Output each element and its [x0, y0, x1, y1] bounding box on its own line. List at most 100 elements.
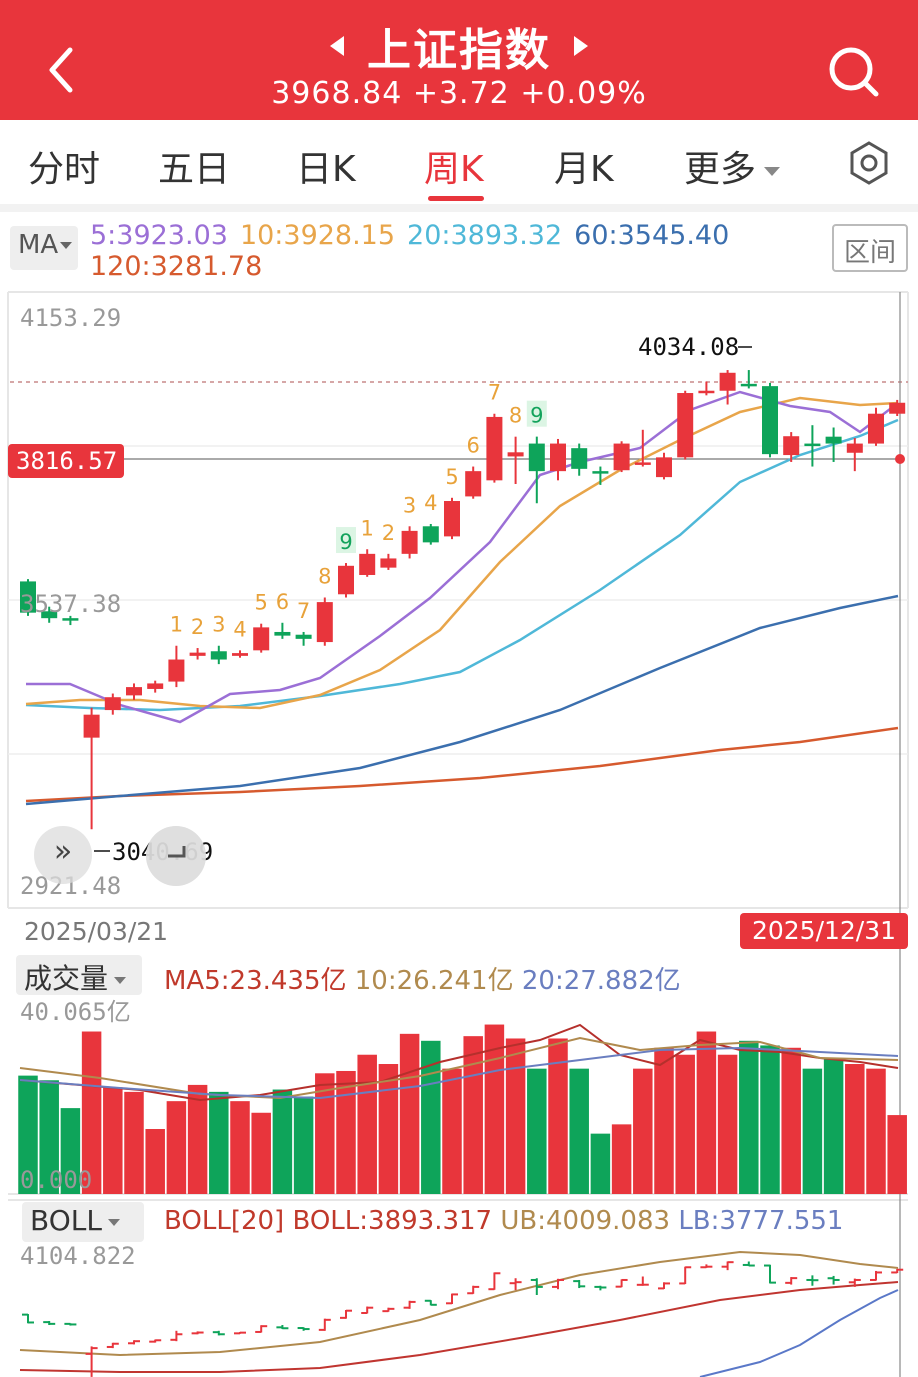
vol-ma10-value: 10:26.241亿: [354, 966, 514, 996]
sequence-mark: 2: [191, 615, 204, 639]
volume-bar: [611, 1124, 632, 1194]
candle-body: [825, 436, 842, 444]
caret-down-icon: [107, 1218, 120, 1226]
caret-down-icon: [114, 976, 127, 984]
volume-bar: [633, 1068, 653, 1194]
tab-monthly-k[interactable]: 月K: [554, 149, 614, 190]
sequence-mark: 6: [467, 434, 480, 458]
candle-body: [168, 659, 185, 682]
tab-daily-k[interactable]: 日K: [296, 149, 356, 190]
price-change-pct: +0.09%: [520, 76, 647, 111]
candle-body: [126, 687, 142, 696]
range-button[interactable]: 区间: [832, 224, 908, 272]
volume-bar: [442, 1068, 462, 1194]
settings-hexagon-icon[interactable]: [848, 140, 890, 186]
tab-more[interactable]: 更多: [684, 140, 781, 192]
volume-bar: [230, 1101, 250, 1194]
back-arrow-icon[interactable]: [40, 42, 84, 98]
quote-line: 3968.84 +3.72 +0.09%: [0, 76, 918, 111]
sequence-mark: 7: [297, 599, 310, 623]
volume-bar: [781, 1047, 801, 1194]
volume-bar: [357, 1054, 377, 1194]
candle-body: [274, 631, 291, 636]
volume-ma-values: MA5:23.435亿 10:26.241亿 20:27.882亿: [164, 960, 681, 997]
tab-weekly-k[interactable]: 周K: [424, 149, 484, 190]
tab-five-day[interactable]: 五日: [158, 149, 231, 190]
ma-indicator-row: MA 5:3923.03 10:3928.15 20:3893.32 60:3545.…: [10, 220, 910, 290]
search-icon[interactable]: [826, 44, 882, 100]
ma60-line: [25, 594, 899, 806]
candle-body: [104, 697, 121, 711]
ma-selector-button[interactable]: MA: [10, 226, 78, 270]
volume-bar: [484, 1024, 505, 1194]
volume-bar: [675, 1054, 695, 1194]
volume-top-label: 40.065亿: [20, 998, 131, 1026]
y-top-label: 4153.29: [20, 304, 121, 332]
section-separator: [0, 204, 918, 212]
price-change: +3.72: [412, 76, 510, 111]
volume-bar: [802, 1068, 823, 1194]
candle-body: [444, 501, 460, 537]
candle-body: [762, 386, 778, 455]
volume-bar: [60, 1108, 81, 1194]
volume-bar: [315, 1073, 335, 1194]
volume-bar: [124, 1091, 144, 1194]
boll-selector-button[interactable]: BOLL: [22, 1202, 144, 1242]
volume-bar: [527, 1068, 547, 1194]
sequence-mark: 6: [276, 590, 289, 614]
volume-selector-button[interactable]: 成交量: [16, 955, 142, 995]
ma20-line: [25, 418, 899, 712]
volume-bar: [166, 1101, 187, 1194]
sequence-mark: 4: [233, 617, 246, 641]
ma-values: 5:3923.03 10:3928.15 20:3893.32 60:3545.40 …: [90, 220, 729, 282]
period-tabs: 分时 五日 日K 周K 月K 更多: [0, 120, 918, 204]
prev-stock-icon[interactable]: [329, 36, 344, 56]
volume-bar: [81, 1031, 102, 1194]
volume-selector-label: 成交量: [24, 962, 109, 995]
volume-bar: [569, 1068, 589, 1194]
volume-bar: [739, 1040, 759, 1194]
boll-ub-value: UB:4009.083: [500, 1206, 671, 1236]
candle-body: [295, 634, 312, 639]
candle-body: [20, 581, 36, 613]
candle-body: [613, 443, 630, 471]
sequence-mark: 4: [424, 491, 437, 515]
sequence-mark: 5: [445, 465, 458, 489]
candle-body: [189, 652, 206, 656]
sequence-mark: 3: [212, 613, 225, 637]
candle-body: [804, 443, 821, 447]
candle-body: [422, 526, 439, 543]
candle-body: [719, 372, 736, 391]
reset-zoom-icon[interactable]: [146, 826, 206, 886]
sequence-mark: 2: [382, 521, 395, 545]
collapse-expand-button[interactable]: »: [34, 826, 92, 884]
volume-bar: [760, 1045, 780, 1194]
sequence-mark: 9: [530, 404, 543, 428]
boll-price-ticks: [22, 1261, 904, 1377]
candle-body: [656, 457, 672, 478]
next-stock-icon[interactable]: [574, 36, 589, 56]
sequence-mark: 7: [488, 381, 501, 405]
candle-body: [550, 443, 566, 472]
volume-bar: [103, 1087, 123, 1194]
sequence-mark: 1: [170, 613, 183, 637]
vol-ma5-value: MA5:23.435亿: [164, 966, 347, 996]
candle-body: [210, 651, 227, 660]
volume-bar: [590, 1133, 611, 1194]
caret-down-icon: [60, 242, 73, 249]
sequence-mark: 8: [509, 404, 522, 428]
volume-bar: [251, 1112, 271, 1194]
sequence-mark: 5: [255, 591, 268, 615]
candle-body: [889, 402, 906, 414]
volume-bar: [505, 1038, 526, 1194]
tab-intraday[interactable]: 分时: [28, 149, 101, 190]
current-price-tag-text: 3816.57: [16, 447, 117, 475]
candle-body: [83, 714, 100, 738]
current-price: 3968.84: [271, 76, 403, 111]
candle-body: [62, 618, 79, 621]
candle-body: [338, 565, 354, 595]
candle-body: [232, 653, 248, 656]
candle-body: [571, 448, 588, 469]
volume-bar: [378, 1064, 399, 1194]
